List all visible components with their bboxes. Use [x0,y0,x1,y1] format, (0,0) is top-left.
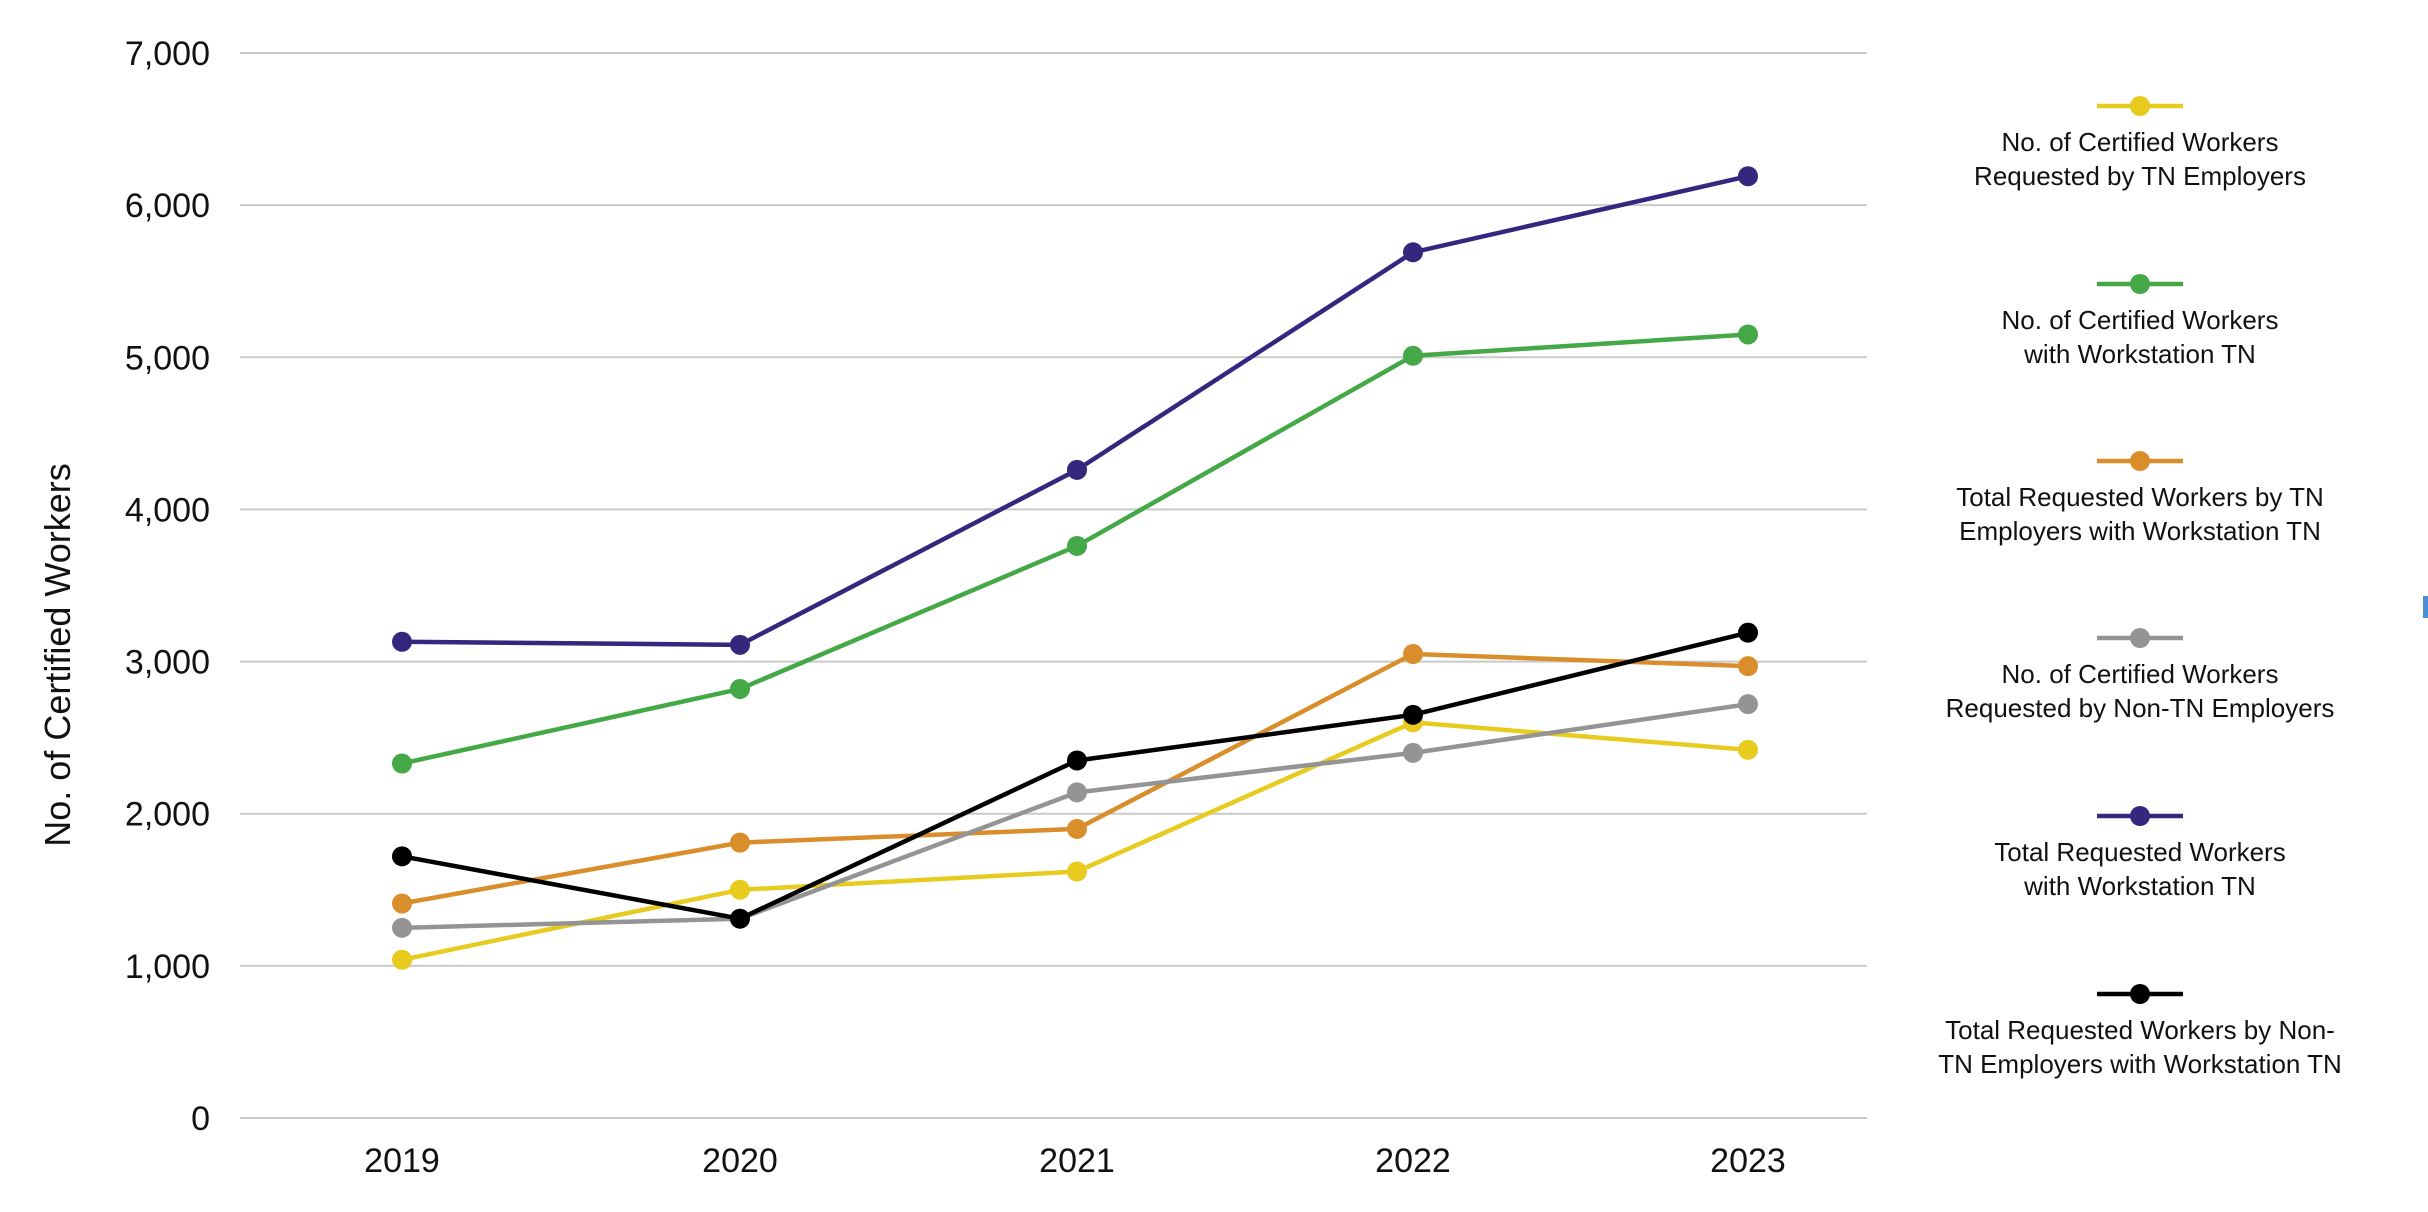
data-point-3-2021 [1067,818,1087,839]
data-point-5-2019 [392,631,412,652]
series-2 [392,324,1758,774]
legend-item-1: No. of Certified Workers Requested by TN … [1974,96,2306,191]
legend-swatch-marker-2 [2130,274,2150,294]
legend-label-line-1-1: No. of Certified Workers [2002,127,2279,157]
data-point-1-2020 [730,879,750,900]
y-tick-label-4000: 4,000 [125,491,210,529]
legend-label-line-1-2: Requested by TN Employers [1974,161,2306,191]
legend: No. of Certified Workers Requested by TN … [1938,96,2342,1079]
data-point-3-2020 [730,832,750,853]
data-point-6-2020 [730,908,750,929]
legend-label-line-4-1: No. of Certified Workers [2002,659,2279,689]
data-point-2-2023 [1738,324,1758,345]
series-lines [392,166,1758,970]
y-tick-label-6000: 6,000 [125,187,210,225]
data-point-4-2019 [392,917,412,938]
data-point-1-2021 [1067,861,1087,882]
legend-item-5: Total Requested Workers with Workstation … [1994,806,2286,901]
y-axis-title: No. of Certified Workers [37,463,78,846]
data-point-3-2019 [392,893,412,914]
data-point-5-2022 [1403,242,1423,263]
y-tick-label-3000: 3,000 [125,644,210,682]
gridlines [240,52,1867,1119]
data-point-6-2019 [392,846,412,867]
data-point-2-2022 [1403,345,1423,366]
data-point-1-2019 [392,949,412,970]
x-tick-label-2021: 2021 [1039,1142,1115,1180]
legend-label-line-5-2: with Workstation TN [2023,871,2256,901]
data-point-2-2019 [392,753,412,774]
legend-swatch-marker-6 [2130,984,2150,1004]
data-point-1-2023 [1738,739,1758,760]
legend-item-4: No. of Certified Workers Requested by Non… [1946,628,2335,723]
legend-label-line-2-1: No. of Certified Workers [2002,305,2279,335]
legend-swatch-marker-4 [2130,628,2150,648]
data-point-6-2023 [1738,622,1758,643]
data-point-5-2023 [1738,166,1758,187]
legend-swatch-marker-5 [2130,806,2150,826]
x-axis-tick-labels: 2019 2020 2021 2022 2023 [364,1142,1786,1180]
legend-label-line-5-1: Total Requested Workers [1994,837,2285,867]
legend-label-line-6-1: Total Requested Workers by Non- [1945,1015,2335,1045]
y-tick-label-2000: 2,000 [125,796,210,834]
y-tick-label-1000: 1,000 [125,948,210,986]
edge-marker [2423,596,2428,618]
data-point-3-2022 [1403,643,1423,664]
x-tick-label-2023: 2023 [1710,1142,1786,1180]
data-point-5-2020 [730,634,750,655]
x-tick-label-2022: 2022 [1375,1142,1451,1180]
series-5 [392,166,1758,655]
data-point-2-2020 [730,678,750,699]
y-tick-label-7000: 7,000 [125,35,210,73]
data-point-6-2021 [1067,750,1087,771]
legend-swatch-marker-1 [2130,96,2150,116]
data-point-4-2023 [1738,694,1758,715]
legend-label-line-3-1: Total Requested Workers by TN [1956,482,2324,512]
data-point-5-2021 [1067,459,1087,480]
legend-label-line-2-2: with Workstation TN [2023,339,2256,369]
series-line-5 [399,173,1751,648]
series-1 [392,712,1758,970]
data-point-6-2022 [1403,704,1423,725]
data-point-2-2021 [1067,535,1087,556]
x-tick-label-2019: 2019 [364,1142,440,1180]
legend-swatch-marker-3 [2130,451,2150,471]
series-6 [392,622,1758,929]
legend-item-6: Total Requested Workers by Non- TN Employ… [1938,984,2342,1079]
data-point-4-2022 [1403,742,1423,763]
y-tick-label-0: 0 [191,1100,210,1138]
y-axis-tick-labels: 0 1,000 2,000 3,000 4,000 5,000 6,000 7,000 [125,35,210,1138]
x-tick-label-2020: 2020 [702,1142,778,1180]
legend-label-line-6-2: TN Employers with Workstation TN [1938,1049,2342,1079]
legend-label-line-3-2: Employers with Workstation TN [1959,516,2321,546]
series-3 [392,643,1758,914]
legend-item-2: No. of Certified Workers with Workstation… [2002,274,2279,369]
data-point-3-2023 [1738,656,1758,677]
legend-item-3: Total Requested Workers by TN Employers w… [1956,451,2324,546]
legend-label-line-4-2: Requested by Non-TN Employers [1946,693,2335,723]
series-4 [392,694,1758,938]
y-tick-label-5000: 5,000 [125,339,210,377]
data-point-4-2021 [1067,782,1087,803]
